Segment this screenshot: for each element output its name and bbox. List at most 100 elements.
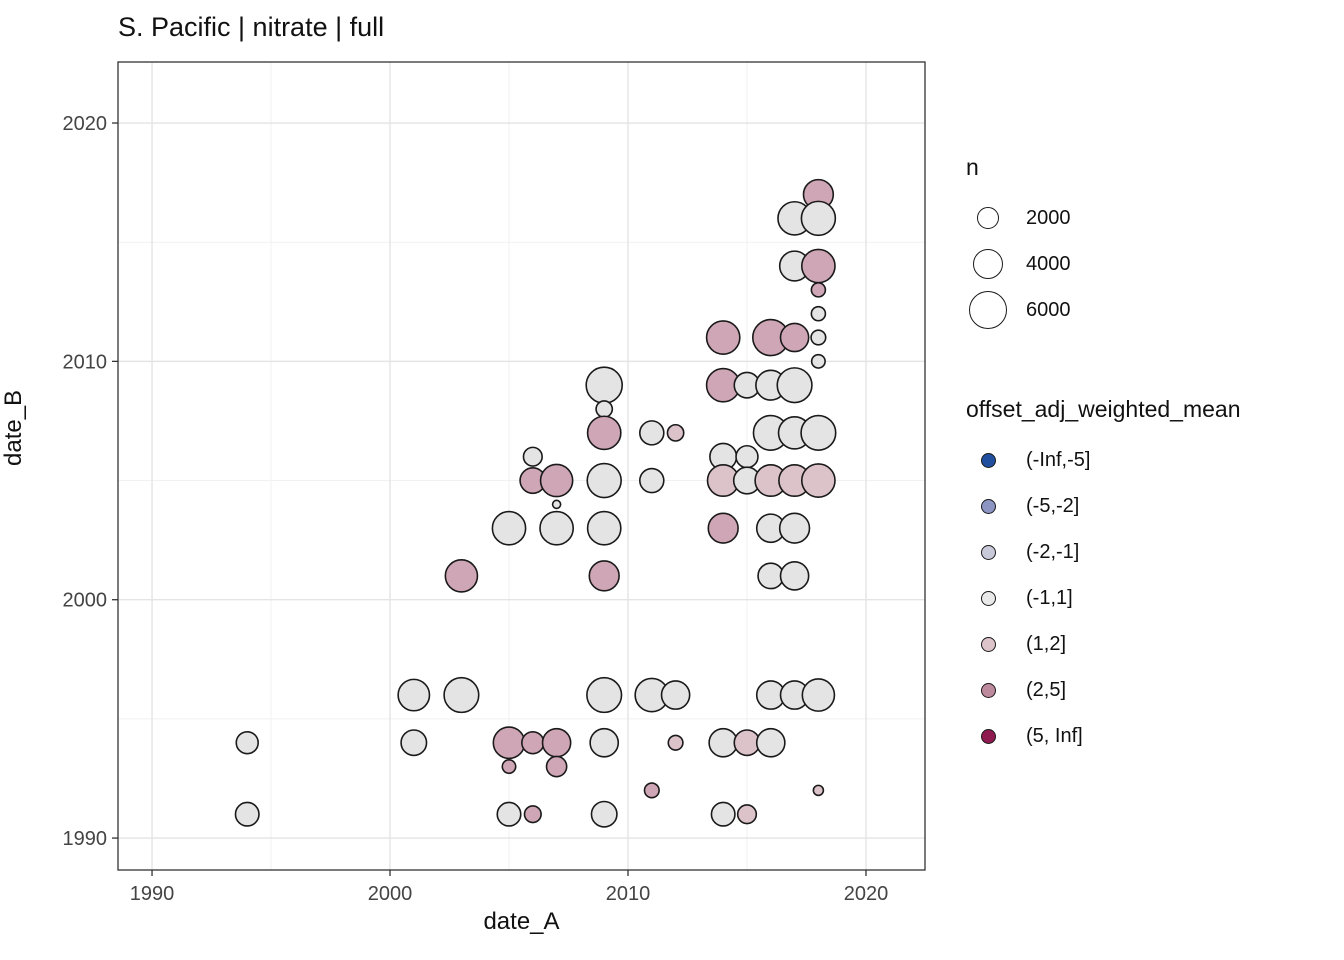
- color-swatch: [980, 636, 996, 652]
- y-tick-label: 2010: [63, 351, 108, 373]
- data-bubble: [810, 305, 827, 322]
- data-bubble: [590, 800, 618, 828]
- data-bubble: [707, 512, 739, 544]
- data-bubble: [585, 366, 624, 405]
- data-bubble: [778, 512, 811, 544]
- color-swatch: [980, 590, 996, 606]
- data-bubble: [705, 320, 741, 355]
- y-tick-label: 2000: [63, 590, 108, 612]
- size-legend-circle-6000: [969, 291, 1007, 329]
- color-legend: offset_adj_weighted_mean (-Inf,-5] (-5,-…: [966, 396, 1241, 759]
- color-legend-label: (-5,-2]: [1026, 494, 1080, 517]
- color-legend-label: (2,5]: [1026, 678, 1067, 701]
- panel-border: [117, 61, 926, 871]
- data-bubble: [779, 561, 810, 591]
- data-bubble: [496, 801, 522, 827]
- color-legend-label: (-Inf,-5]: [1026, 448, 1091, 471]
- chart-title: S. Pacific | nitrate | full: [118, 12, 385, 42]
- x-tick-label: 2000: [368, 883, 413, 905]
- data-bubble: [736, 804, 758, 825]
- size-legend-label: 2000: [1026, 206, 1071, 229]
- data-bubble: [660, 680, 691, 710]
- size-legend-item: 4000: [966, 241, 1071, 287]
- data-bubble: [755, 727, 786, 758]
- data-bubble: [586, 510, 622, 546]
- data-bubble: [779, 322, 810, 353]
- data-bubble: [667, 734, 684, 751]
- size-legend-item: 6000: [966, 287, 1071, 333]
- data-bubble: [235, 730, 259, 755]
- color-swatch: [980, 728, 996, 744]
- data-bubble: [757, 562, 785, 590]
- data-bubble: [666, 423, 685, 442]
- data-bubble: [735, 444, 759, 469]
- data-bubble: [800, 414, 837, 451]
- x-axis-title: date_A: [483, 908, 560, 935]
- data-bubble: [810, 353, 826, 369]
- data-bubble: [545, 755, 568, 778]
- color-legend-item: (-2,-1]: [966, 529, 1241, 575]
- data-bubble: [776, 367, 813, 404]
- data-bubble: [643, 782, 660, 799]
- size-legend-circle-2000: [977, 207, 999, 229]
- data-bubble: [812, 784, 825, 797]
- data-bubble: [523, 805, 542, 824]
- color-legend-item: (5, Inf]: [966, 713, 1241, 759]
- data-bubble: [588, 560, 620, 592]
- data-bubble: [491, 510, 527, 546]
- size-legend-label: 6000: [1026, 298, 1071, 321]
- data-bubble: [638, 467, 665, 494]
- size-legend-title: n: [966, 154, 979, 180]
- data-bubble: [539, 463, 574, 498]
- data-bubble: [444, 559, 479, 593]
- size-legend-label: 4000: [1026, 252, 1071, 275]
- data-bubble: [638, 420, 665, 446]
- y-tick-label: 2020: [63, 113, 108, 135]
- data-bubble: [800, 200, 837, 237]
- color-swatch: [980, 498, 996, 514]
- color-legend-item: (-Inf,-5]: [966, 437, 1241, 483]
- data-bubble: [541, 727, 572, 758]
- color-legend-item: (-1,1]: [966, 575, 1241, 621]
- size-legend-item: 2000: [966, 195, 1071, 241]
- data-bubble: [800, 248, 836, 284]
- data-bubble: [733, 729, 761, 757]
- data-bubble: [801, 678, 836, 712]
- color-legend-label: (1,2]: [1026, 632, 1067, 655]
- x-tick-label: 2020: [844, 883, 889, 905]
- data-bubble: [586, 462, 622, 499]
- color-swatch: [980, 544, 996, 560]
- data-bubble: [234, 801, 260, 827]
- color-legend-label: (-2,-1]: [1026, 540, 1080, 563]
- data-bubble: [521, 730, 545, 755]
- color-legend-item: (-5,-2]: [966, 483, 1241, 529]
- data-bubble: [522, 446, 543, 467]
- color-legend-item: (1,2]: [966, 621, 1241, 667]
- data-bubble: [589, 727, 620, 758]
- data-bubble: [810, 329, 827, 346]
- color-swatch: [980, 682, 996, 698]
- color-legend-label: (5, Inf]: [1026, 724, 1083, 747]
- x-tick-label: 1990: [130, 883, 175, 905]
- x-tick-label: 2010: [606, 883, 651, 905]
- size-legend: n 2000 4000 6000: [966, 154, 1071, 333]
- data-bubble: [400, 729, 428, 757]
- data-bubble: [443, 676, 480, 714]
- color-legend-label: (-1,1]: [1026, 586, 1073, 609]
- y-tick-label: 1990: [63, 828, 108, 850]
- data-bubble: [551, 499, 562, 510]
- data-bubble: [800, 463, 836, 498]
- data-bubble: [810, 282, 827, 298]
- data-bubble: [492, 726, 526, 760]
- data-bubble: [539, 510, 575, 546]
- data-bubble: [586, 676, 623, 714]
- data-bubble: [595, 400, 614, 418]
- data-bubble: [501, 759, 517, 775]
- data-bubble: [708, 727, 739, 758]
- size-legend-circle-4000: [972, 248, 1004, 280]
- color-swatch: [980, 452, 996, 468]
- color-legend-title: offset_adj_weighted_mean: [966, 396, 1241, 422]
- data-bubble: [586, 415, 622, 451]
- color-legend-item: (2,5]: [966, 667, 1241, 713]
